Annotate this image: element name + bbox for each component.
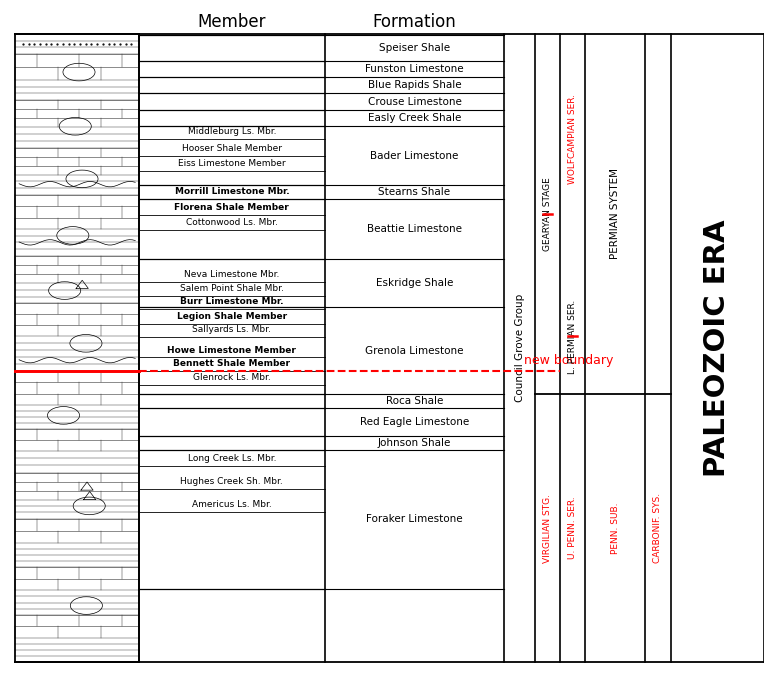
Text: PENN. SUB.: PENN. SUB.: [610, 502, 620, 554]
Text: Neva Limestone Mbr.: Neva Limestone Mbr.: [184, 270, 280, 280]
Text: Long Creek Ls. Mbr.: Long Creek Ls. Mbr.: [188, 454, 276, 463]
Text: Salem Point Shale Mbr.: Salem Point Shale Mbr.: [180, 284, 283, 293]
Bar: [15, 34, 139, 662]
Text: Cottonwood Ls. Mbr.: Cottonwood Ls. Mbr.: [186, 218, 278, 227]
Text: Bader Limestone: Bader Limestone: [371, 151, 458, 160]
Text: Middleburg Ls. Mbr.: Middleburg Ls. Mbr.: [188, 127, 276, 136]
Text: Funston Limestone: Funston Limestone: [365, 64, 464, 74]
Text: Sallyards Ls. Mbr.: Sallyards Ls. Mbr.: [193, 325, 271, 334]
Text: CARBONIF. SYS.: CARBONIF. SYS.: [653, 493, 662, 563]
Text: new boundary: new boundary: [525, 353, 613, 367]
Text: Legion Shale Member: Legion Shale Member: [176, 311, 287, 321]
Text: Crouse Limestone: Crouse Limestone: [367, 97, 461, 106]
Text: Hughes Creek Sh. Mbr.: Hughes Creek Sh. Mbr.: [180, 477, 283, 486]
Text: Easly Creek Shale: Easly Creek Shale: [367, 113, 461, 123]
Text: WOLFCAMPIAN SER.: WOLFCAMPIAN SER.: [568, 95, 577, 184]
Text: Howe Limestone Member: Howe Limestone Member: [167, 345, 296, 355]
Text: VIRGILIAN STG.: VIRGILIAN STG.: [543, 494, 552, 563]
Text: Americus Ls. Mbr.: Americus Ls. Mbr.: [192, 500, 272, 509]
Text: Glenrock Ls. Mbr.: Glenrock Ls. Mbr.: [193, 372, 270, 382]
Text: Member: Member: [198, 13, 266, 30]
Text: Speiser Shale: Speiser Shale: [379, 43, 450, 53]
Text: Blue Rapids Shale: Blue Rapids Shale: [367, 81, 461, 90]
Text: L. PERMIAN SER.: L. PERMIAN SER.: [568, 299, 577, 374]
Text: Eiss Limestone Member: Eiss Limestone Member: [178, 158, 286, 168]
Text: PALEOZOIC ERA: PALEOZOIC ERA: [704, 219, 731, 477]
Text: Stearns Shale: Stearns Shale: [378, 188, 451, 197]
Text: Roca Shale: Roca Shale: [386, 396, 443, 406]
Text: U. PENN. SER.: U. PENN. SER.: [568, 497, 577, 559]
Text: Grenola Limestone: Grenola Limestone: [365, 346, 464, 355]
Text: Red Eagle Limestone: Red Eagle Limestone: [360, 417, 469, 427]
Text: Foraker Limestone: Foraker Limestone: [366, 515, 463, 524]
Text: Eskridge Shale: Eskridge Shale: [376, 278, 453, 288]
Text: GEARYAN STAGE: GEARYAN STAGE: [543, 177, 552, 250]
Text: PERMIAN SYSTEM: PERMIAN SYSTEM: [610, 169, 620, 259]
Text: Bennett Shale Member: Bennett Shale Member: [173, 359, 290, 368]
Text: Formation: Formation: [373, 13, 456, 30]
Text: Council Grove Group: Council Grove Group: [514, 294, 525, 402]
Text: Hooser Shale Member: Hooser Shale Member: [182, 144, 282, 153]
Text: Florena Shale Member: Florena Shale Member: [174, 203, 290, 213]
Text: Morrill Limestone Mbr.: Morrill Limestone Mbr.: [174, 187, 290, 196]
Text: Burr Limestone Mbr.: Burr Limestone Mbr.: [180, 297, 283, 307]
Text: Johnson Shale: Johnson Shale: [377, 438, 452, 447]
Text: Beattie Limestone: Beattie Limestone: [367, 224, 462, 234]
